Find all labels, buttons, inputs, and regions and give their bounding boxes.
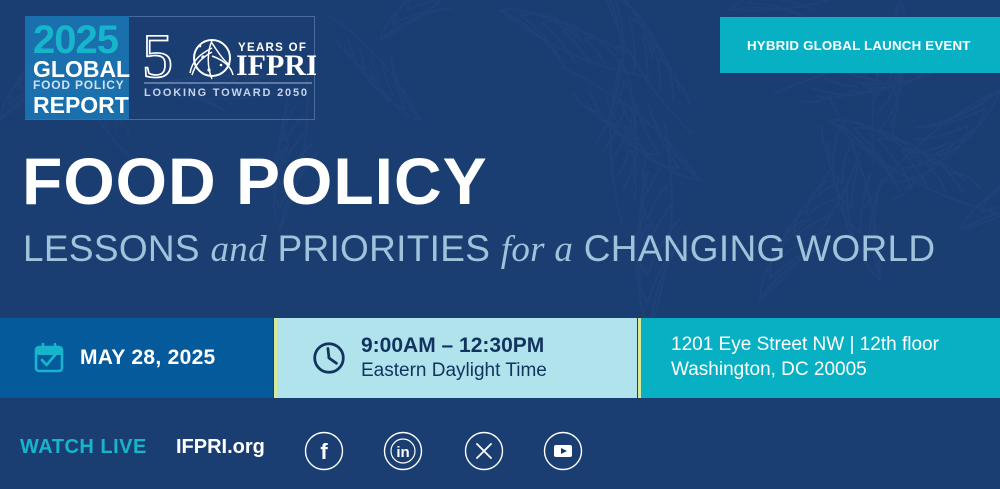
svg-text:YEARS OF: YEARS OF bbox=[238, 42, 307, 54]
svg-text:IFPRI: IFPRI bbox=[236, 49, 316, 82]
svg-text:f: f bbox=[320, 439, 328, 464]
svg-text:in: in bbox=[396, 444, 409, 461]
svg-text:5: 5 bbox=[142, 23, 173, 91]
svg-text:LOOKING TOWARD 2050: LOOKING TOWARD 2050 bbox=[144, 87, 309, 99]
